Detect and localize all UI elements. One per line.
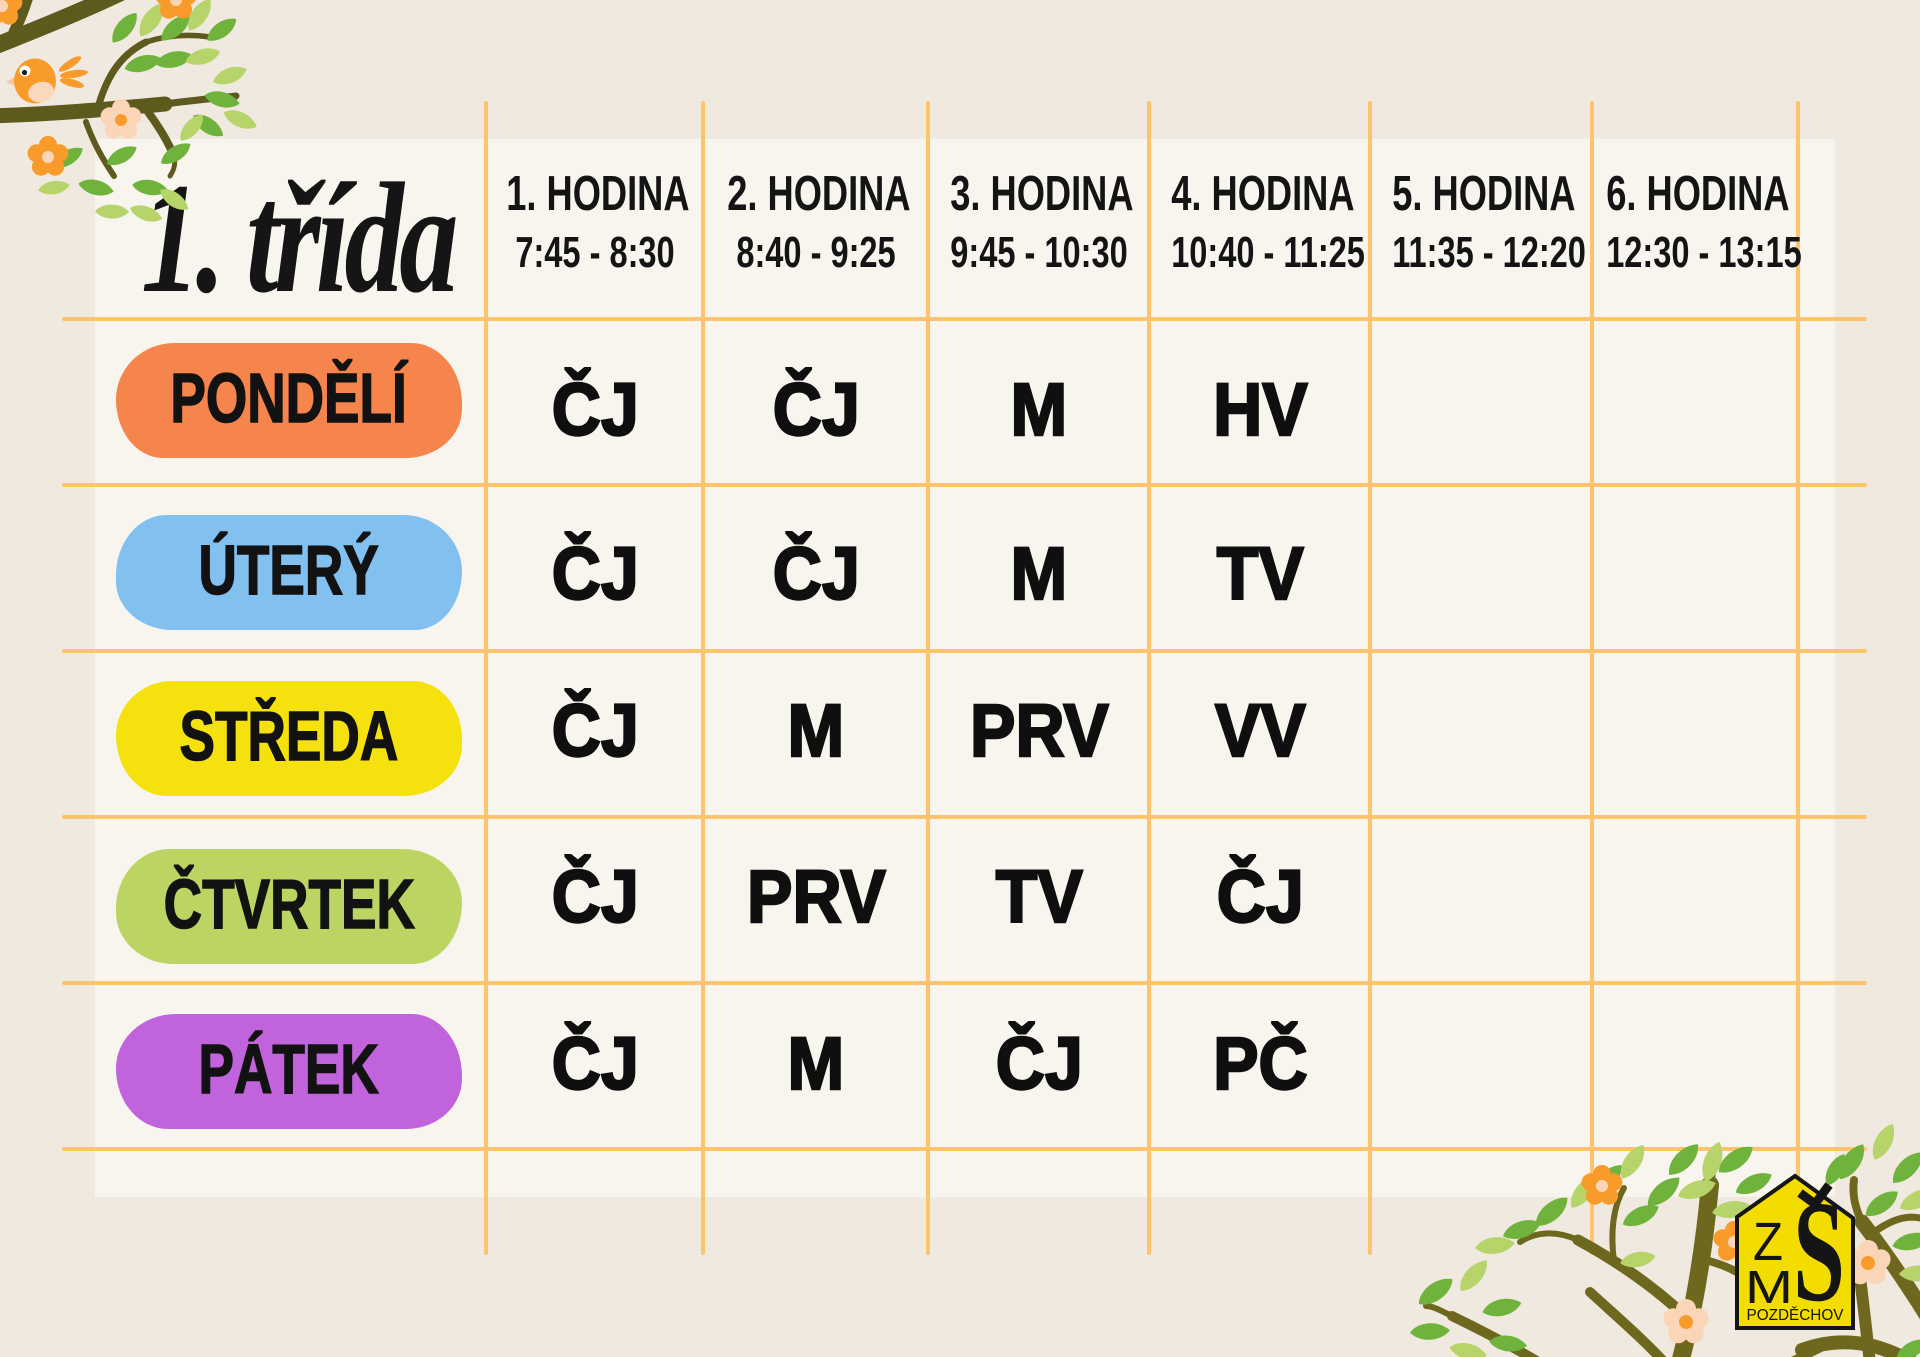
svg-text:POZDĚCHOV: POZDĚCHOV xyxy=(1747,1307,1845,1324)
svg-text:M: M xyxy=(1745,1261,1793,1313)
svg-text:Z: Z xyxy=(1753,1212,1783,1272)
